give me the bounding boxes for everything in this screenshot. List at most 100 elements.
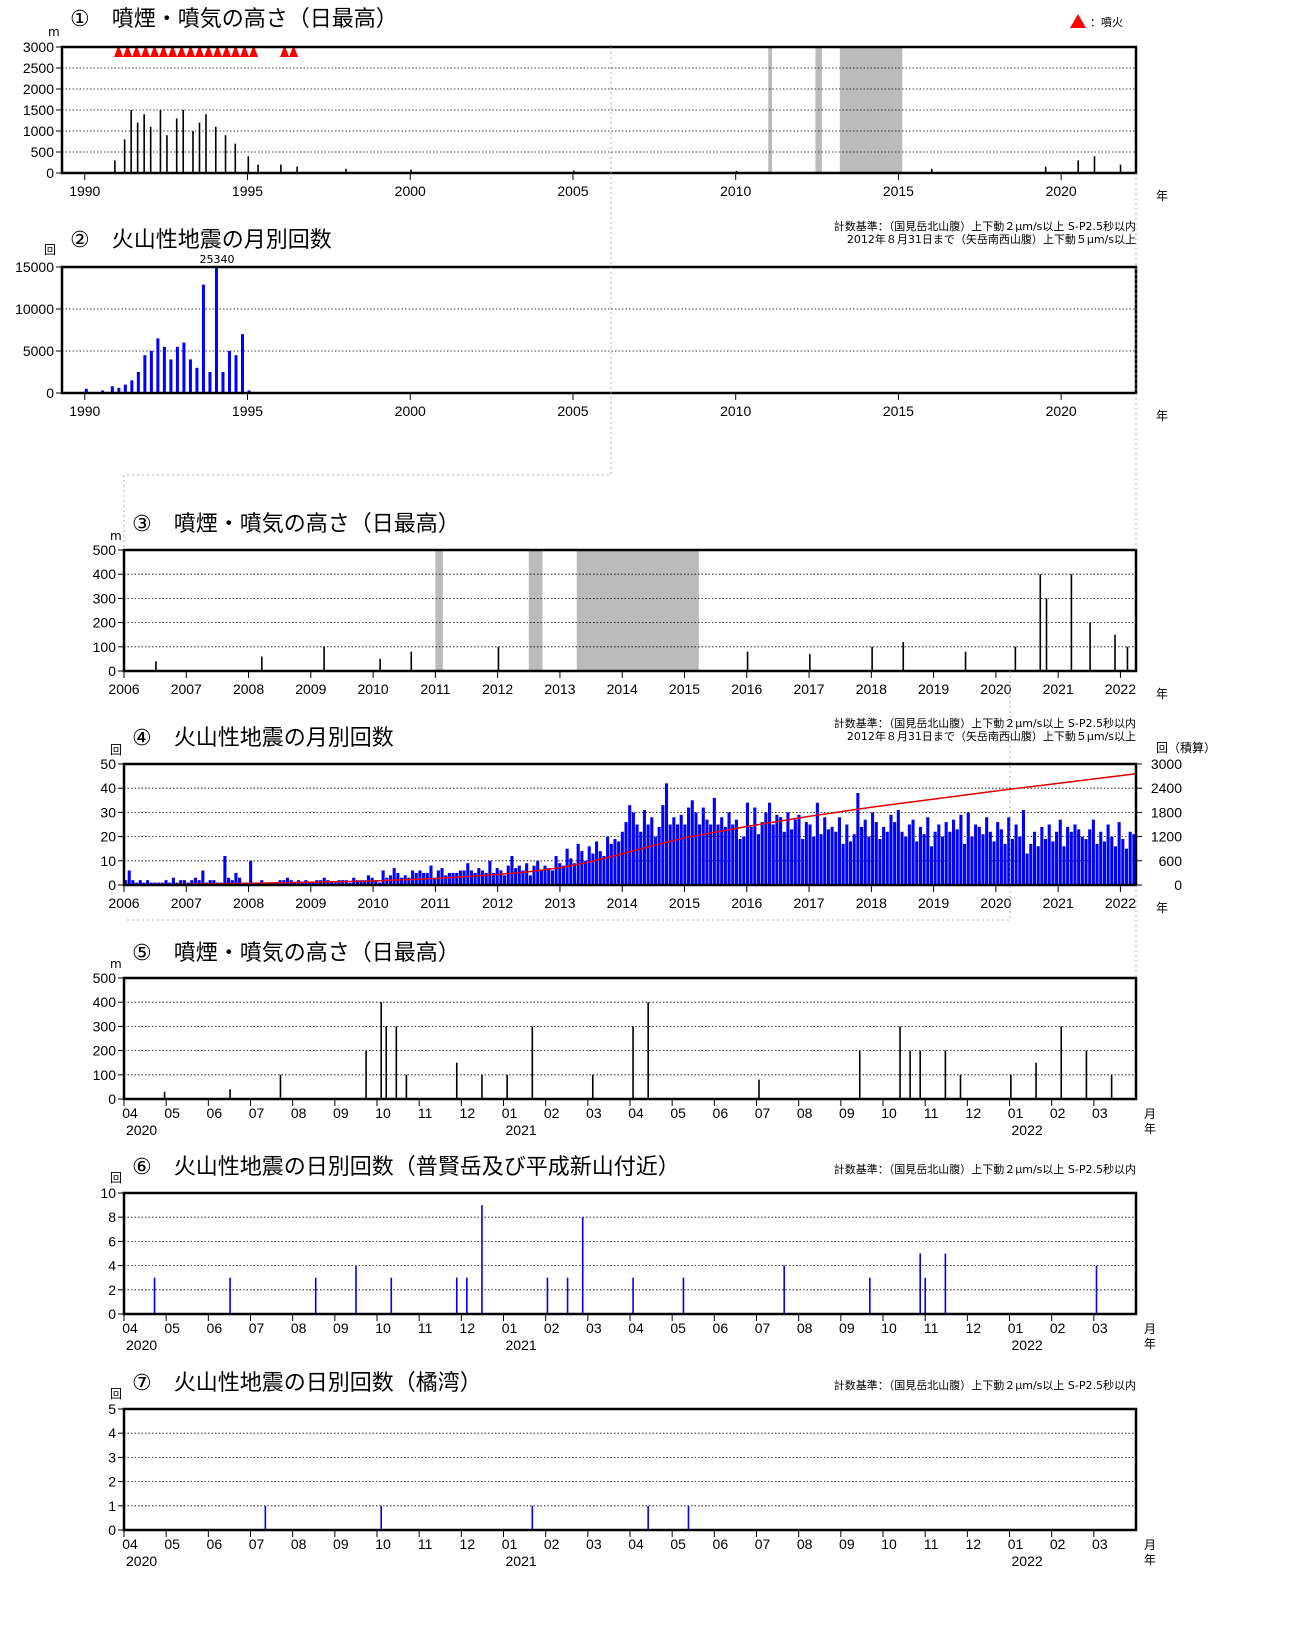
monthly-quake-bar bbox=[528, 875, 532, 885]
x-tick-label: 07 bbox=[249, 1320, 265, 1336]
monthly-quake-bar bbox=[1121, 839, 1125, 885]
monthly-quake-bar bbox=[212, 880, 216, 885]
monthly-quake-bar bbox=[1091, 819, 1095, 885]
monthly-quake-bar bbox=[506, 865, 510, 885]
data-bar bbox=[919, 1050, 921, 1099]
monthly-quake-bar bbox=[400, 877, 404, 885]
monthly-quake-bar bbox=[1062, 846, 1066, 885]
monthly-quake-bar bbox=[720, 817, 724, 885]
data-bar bbox=[455, 1062, 458, 1099]
monthly-quake-bar bbox=[959, 814, 963, 885]
monthly-quake-bar bbox=[1021, 809, 1025, 885]
monthly-quake-bar bbox=[469, 870, 473, 885]
x-tick-label: 10 bbox=[881, 1105, 897, 1121]
data-bar bbox=[930, 168, 933, 173]
x-year-unit: 年 bbox=[1144, 1337, 1156, 1351]
monthly-quake-bar bbox=[944, 822, 948, 885]
x-unit-label: 年 bbox=[1156, 901, 1168, 915]
monthly-quake-bar bbox=[893, 822, 897, 885]
monthly-quake-bar bbox=[826, 829, 830, 885]
monthly-quake-bar bbox=[473, 872, 477, 885]
data-bar bbox=[858, 1050, 861, 1099]
data-bar bbox=[924, 1277, 927, 1314]
monthly-quake-bar bbox=[1058, 819, 1062, 885]
monthly-quake-bar bbox=[852, 834, 856, 885]
data-bar bbox=[1095, 1265, 1098, 1314]
monthly-quake-bar bbox=[970, 836, 974, 885]
data-bar bbox=[214, 267, 218, 393]
x-tick-label: 2013 bbox=[544, 895, 575, 911]
missing-period bbox=[435, 550, 443, 671]
monthly-quake-bar bbox=[856, 793, 860, 885]
x-tick-label: 2015 bbox=[669, 895, 700, 911]
monthly-quake-bar bbox=[790, 829, 794, 885]
data-bar bbox=[1077, 160, 1080, 173]
monthly-quake-bar bbox=[451, 872, 455, 885]
y-tick-label: 40 bbox=[100, 780, 116, 796]
y-tick-label: 200 bbox=[93, 615, 117, 631]
monthly-quake-bar bbox=[966, 812, 970, 885]
y-tick-label: 0 bbox=[108, 663, 116, 679]
eruption-marker bbox=[289, 45, 299, 57]
monthly-quake-bar bbox=[227, 877, 231, 885]
monthly-quake-bar bbox=[860, 826, 864, 885]
monthly-quake-bar bbox=[249, 860, 253, 885]
monthly-quake-bar bbox=[554, 855, 558, 885]
data-bar bbox=[136, 122, 139, 173]
monthly-quake-bar bbox=[171, 877, 175, 885]
monthly-quake-bar bbox=[812, 836, 816, 885]
monthly-quake-bar bbox=[734, 819, 738, 885]
data-bar bbox=[1039, 574, 1042, 671]
monthly-quake-bar bbox=[690, 800, 694, 885]
eruption-legend-icon bbox=[1070, 14, 1086, 28]
eruption-marker bbox=[159, 45, 169, 57]
monthly-quake-bar bbox=[1110, 836, 1114, 885]
data-bar bbox=[192, 131, 194, 173]
data-bar bbox=[902, 641, 905, 671]
monthly-quake-bar bbox=[620, 831, 624, 885]
x-tick-label: 12 bbox=[966, 1105, 982, 1121]
x-tick-label: 2018 bbox=[856, 681, 887, 697]
x-tick-label: 04 bbox=[122, 1105, 138, 1121]
data-bar bbox=[155, 661, 157, 671]
monthly-quake-bar bbox=[429, 865, 433, 885]
data-bar bbox=[959, 1074, 962, 1099]
monthly-quake-bar bbox=[716, 824, 720, 885]
x-tick-label: 02 bbox=[1050, 1536, 1066, 1552]
x-year-unit: 年 bbox=[1144, 1122, 1156, 1136]
monthly-quake-bar bbox=[613, 839, 617, 885]
monthly-quake-bar bbox=[550, 870, 554, 885]
data-bar bbox=[241, 334, 244, 393]
panel-title: ① 噴煙・噴気の高さ（日最高） bbox=[70, 7, 398, 32]
monthly-quake-bar bbox=[1055, 831, 1059, 885]
panel-p5: ⑤ 噴煙・噴気の高さ（日最高） m 0 100 200 300 400 500 04 05 06 07… bbox=[93, 941, 1156, 1138]
x-tick-label: 04 bbox=[628, 1320, 644, 1336]
data-bar bbox=[143, 114, 145, 173]
x-tick-label: 05 bbox=[670, 1105, 686, 1121]
monthly-quake-bar bbox=[628, 805, 632, 885]
monthly-quake-bar bbox=[631, 812, 635, 885]
y-tick-label: 0 bbox=[46, 165, 54, 181]
data-bar bbox=[964, 651, 967, 671]
data-bar bbox=[130, 380, 134, 393]
x-tick-label: 1995 bbox=[232, 183, 263, 199]
eruption-marker bbox=[231, 45, 241, 57]
monthly-quake-bar bbox=[1117, 822, 1121, 885]
monthly-quake-bar bbox=[963, 843, 967, 885]
x-tick-label: 2010 bbox=[358, 681, 389, 697]
x-tick-label: 2020 bbox=[980, 681, 1011, 697]
monthly-quake-bar bbox=[363, 880, 367, 885]
monthly-quake-bar bbox=[517, 865, 521, 885]
x-tick-label: 2009 bbox=[295, 895, 326, 911]
data-bar bbox=[261, 656, 263, 671]
x-tick-label: 05 bbox=[164, 1320, 180, 1336]
data-bar bbox=[110, 386, 114, 393]
x-tick-label: 2000 bbox=[395, 403, 426, 419]
monthly-quake-bar bbox=[1014, 824, 1018, 885]
monthly-quake-bar bbox=[878, 839, 882, 885]
monthly-quake-bar bbox=[712, 797, 716, 885]
monthly-quake-bar bbox=[230, 880, 234, 885]
monthly-quake-bar bbox=[455, 872, 459, 885]
data-bar bbox=[944, 1253, 947, 1314]
